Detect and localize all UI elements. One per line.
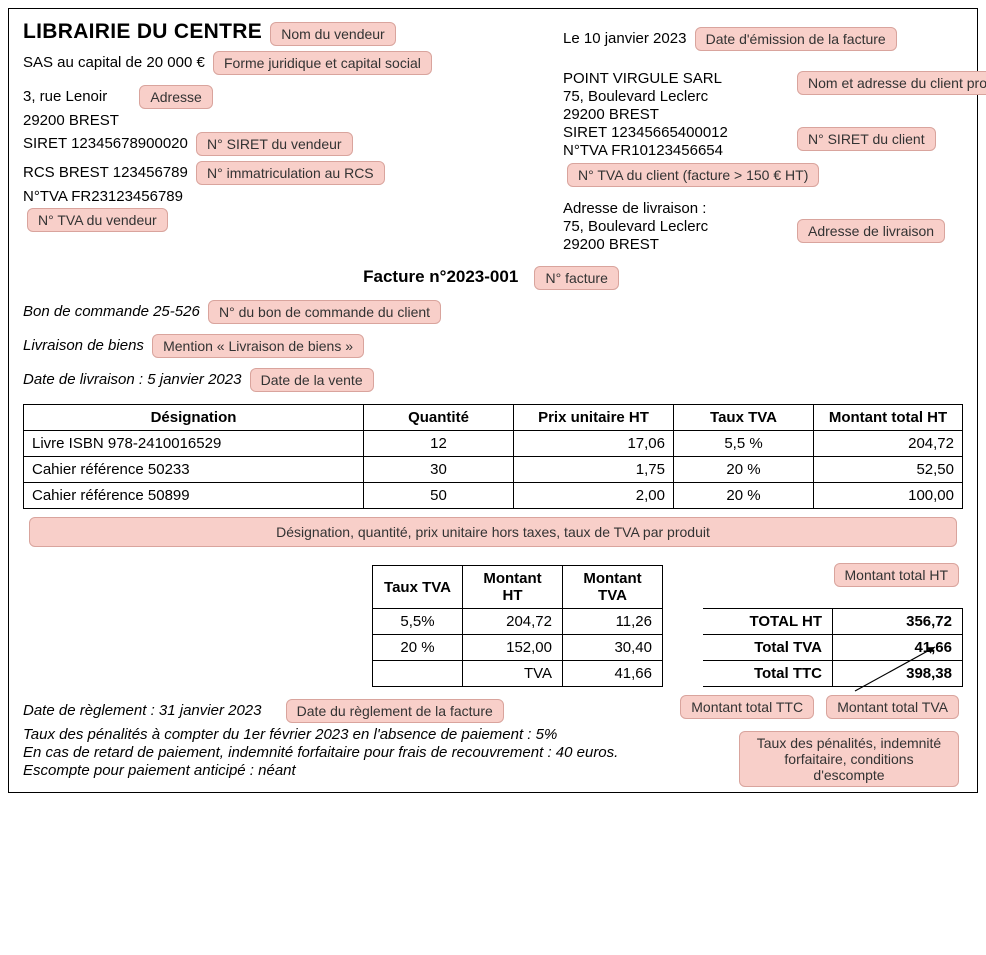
- cell: 50: [364, 483, 514, 509]
- vendor-address-1: 3, rue Lenoir: [23, 88, 107, 105]
- client-addr1: 75, Boulevard Leclerc: [563, 88, 708, 105]
- footer: Date de règlement : 31 janvier 2023 Date…: [23, 697, 963, 779]
- cell: 2,00: [514, 483, 674, 509]
- payment-date: Date de règlement : 31 janvier 2023: [23, 702, 261, 719]
- cell: 204,72: [814, 431, 963, 457]
- vendor-legal-form: SAS au capital de 20 000 €: [23, 54, 205, 71]
- cell: 204,72: [463, 609, 563, 635]
- tag-vendor-name: Nom du vendeur: [270, 22, 396, 46]
- col-qty: Quantité: [364, 405, 514, 431]
- totals-area: Montant total HT Taux TVA Montant HT Mon…: [23, 555, 963, 687]
- tag-delivery-addr: Adresse de livraison: [797, 219, 945, 243]
- value-total-tva: 41,66: [833, 635, 963, 661]
- tag-rcs: N° immatriculation au RCS: [196, 161, 385, 185]
- cell: 5,5 %: [674, 431, 814, 457]
- cell: TVA: [463, 661, 563, 687]
- cell: Cahier référence 50899: [24, 483, 364, 509]
- cell: 17,06: [514, 431, 674, 457]
- invoice-page: LIBRAIRIE DU CENTRE Nom du vendeur SAS a…: [8, 8, 978, 793]
- tag-client-siret: N° SIRET du client: [797, 127, 936, 151]
- cell: 30: [364, 457, 514, 483]
- table-row: Livre ISBN 978-2410016529 12 17,06 5,5 %…: [24, 431, 963, 457]
- cell: Livre ISBN 978-2410016529: [24, 431, 364, 457]
- tva-col-ht: Montant HT: [463, 566, 563, 609]
- tag-total-ttc: Montant total TTC: [680, 695, 814, 719]
- items-table: Désignation Quantité Prix unitaire HT Ta…: [23, 404, 963, 509]
- table-row: 20 % 152,00 30,40 Total TVA 41,66: [373, 635, 963, 661]
- cell: 20 %: [674, 483, 814, 509]
- invoice-number: Facture n°2023-001: [363, 267, 518, 286]
- delivery-date: Date de livraison : 5 janvier 2023: [23, 371, 241, 388]
- table-row: 5,5% 204,72 11,26 TOTAL HT 356,72: [373, 609, 963, 635]
- label-total-ht: TOTAL HT: [703, 609, 833, 635]
- tag-client-name-addr: Nom et adresse du client professionnel: [797, 71, 986, 95]
- col-vat-rate: Taux TVA: [674, 405, 814, 431]
- cell: 41,66: [563, 661, 663, 687]
- delivery-title: Adresse de livraison :: [563, 200, 706, 217]
- cell: 100,00: [814, 483, 963, 509]
- tag-penalties: Taux des pénalités, indemnité forfaitair…: [739, 731, 959, 787]
- vendor-siret: SIRET 12345678900020: [23, 135, 188, 152]
- table-row: Cahier référence 50899 50 2,00 20 % 100,…: [24, 483, 963, 509]
- cell: 1,75: [514, 457, 674, 483]
- cell: 11,26: [563, 609, 663, 635]
- label-total-ttc: Total TTC: [703, 661, 833, 687]
- invoice-date: Le 10 janvier 2023: [563, 30, 686, 47]
- cell: [373, 661, 463, 687]
- table-row: Cahier référence 50233 30 1,75 20 % 52,5…: [24, 457, 963, 483]
- client-siret: SIRET 12345665400012: [563, 124, 728, 141]
- cell: 152,00: [463, 635, 563, 661]
- delivery-addr2: 29200 BREST: [563, 236, 659, 253]
- tag-client-tva: N° TVA du client (facture > 150 € HT): [567, 163, 819, 187]
- cell: 20 %: [373, 635, 463, 661]
- client-addr2: 29200 BREST: [563, 106, 659, 123]
- col-unit-price: Prix unitaire HT: [514, 405, 674, 431]
- tag-order-no: N° du bon de commande du client: [208, 300, 441, 324]
- col-total-ht: Montant total HT: [814, 405, 963, 431]
- tag-goods-mention: Mention « Livraison de biens »: [152, 334, 364, 358]
- cell: 12: [364, 431, 514, 457]
- vendor-name: LIBRAIRIE DU CENTRE: [23, 20, 262, 43]
- vendor-tva: N°TVA FR23123456789: [23, 188, 183, 205]
- tag-table-desc: Désignation, quantité, prix unitaire hor…: [29, 517, 957, 547]
- label-total-tva: Total TVA: [703, 635, 833, 661]
- cell: 20 %: [674, 457, 814, 483]
- order-number: Bon de commande 25-526: [23, 303, 200, 320]
- cell: 52,50: [814, 457, 963, 483]
- tag-vendor-siret: N° SIRET du vendeur: [196, 132, 353, 156]
- client-name: POINT VIRGULE SARL: [563, 70, 722, 87]
- vendor-rcs: RCS BREST 123456789: [23, 164, 188, 181]
- cell: 30,40: [563, 635, 663, 661]
- tag-address: Adresse: [139, 85, 212, 109]
- value-total-ht: 356,72: [833, 609, 963, 635]
- tag-payment-date: Date du règlement de la facture: [286, 699, 504, 723]
- tag-total-ht: Montant total HT: [834, 563, 960, 587]
- tag-total-tva: Montant total TVA: [826, 695, 959, 719]
- tag-sale-date: Date de la vente: [250, 368, 374, 392]
- value-total-ttc: 398,38: [833, 661, 963, 687]
- table-row: TVA 41,66 Total TTC 398,38: [373, 661, 963, 687]
- goods-mention: Livraison de biens: [23, 337, 144, 354]
- cell: 5,5%: [373, 609, 463, 635]
- cell: Cahier référence 50233: [24, 457, 364, 483]
- delivery-addr1: 75, Boulevard Leclerc: [563, 218, 708, 235]
- tag-invoice-no: N° facture: [534, 266, 618, 290]
- tag-vendor-tva: N° TVA du vendeur: [27, 208, 168, 232]
- tag-legal-form: Forme juridique et capital social: [213, 51, 432, 75]
- vendor-address-2: 29200 BREST: [23, 112, 119, 129]
- tva-col-rate: Taux TVA: [373, 566, 463, 609]
- col-designation: Désignation: [24, 405, 364, 431]
- tag-issue-date: Date d'émission de la facture: [695, 27, 897, 51]
- tva-col-tva: Montant TVA: [563, 566, 663, 609]
- client-tva: N°TVA FR10123456654: [563, 142, 723, 159]
